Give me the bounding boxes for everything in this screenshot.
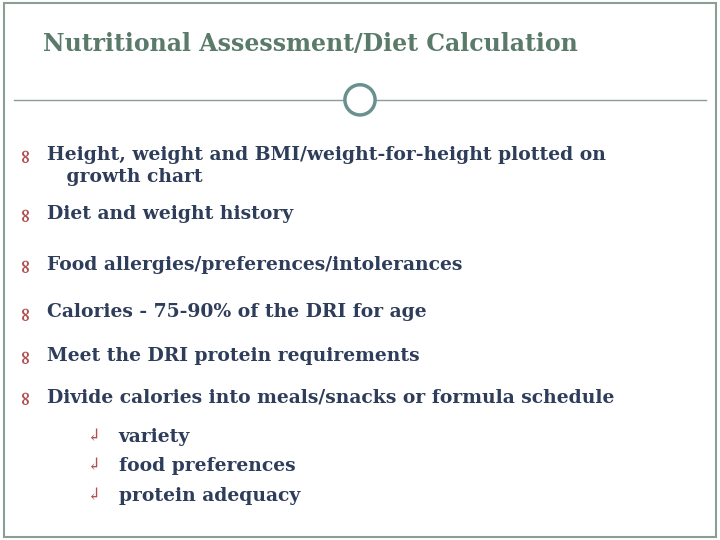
- Text: Height, weight and BMI/weight-for-height plotted on
   growth chart: Height, weight and BMI/weight-for-height…: [47, 146, 606, 186]
- Ellipse shape: [345, 85, 375, 115]
- Text: Diet and weight history: Diet and weight history: [47, 205, 293, 223]
- Text: variety: variety: [119, 428, 190, 445]
- Text: ↲: ↲: [86, 487, 101, 504]
- Text: ↲: ↲: [86, 428, 101, 444]
- Text: ∞: ∞: [16, 256, 34, 272]
- Text: food preferences: food preferences: [119, 457, 295, 475]
- Text: ↲: ↲: [86, 457, 101, 474]
- Text: Nutritional Assessment/Diet Calculation: Nutritional Assessment/Diet Calculation: [43, 32, 578, 56]
- Text: protein adequacy: protein adequacy: [119, 487, 300, 505]
- Text: ∞: ∞: [16, 146, 34, 162]
- Text: Food allergies/preferences/intolerances: Food allergies/preferences/intolerances: [47, 256, 462, 274]
- Text: Divide calories into meals/snacks or formula schedule: Divide calories into meals/snacks or for…: [47, 388, 614, 406]
- Text: Meet the DRI protein requirements: Meet the DRI protein requirements: [47, 347, 420, 364]
- Text: ∞: ∞: [16, 205, 34, 221]
- Text: ∞: ∞: [16, 347, 34, 363]
- Text: Calories - 75-90% of the DRI for age: Calories - 75-90% of the DRI for age: [47, 303, 426, 321]
- Text: ∞: ∞: [16, 303, 34, 320]
- Text: ∞: ∞: [16, 388, 34, 404]
